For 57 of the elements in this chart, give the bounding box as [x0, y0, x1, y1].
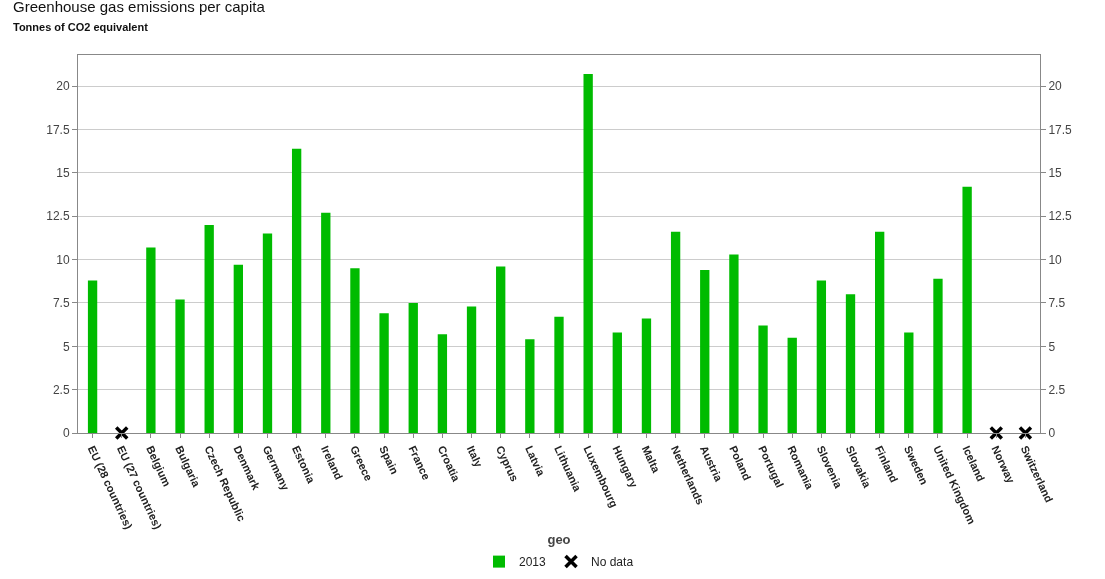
y-tick-label: 20	[56, 79, 70, 94]
y-tick-label: 15	[56, 166, 70, 181]
bar	[408, 302, 418, 433]
bar	[291, 148, 302, 433]
y-tick-label: 5	[62, 339, 70, 354]
y2-tick-label: 12.5	[1048, 209, 1073, 224]
y2-tick-label: 15	[1048, 166, 1063, 181]
bar	[670, 231, 681, 433]
x-axis-title: geo	[547, 531, 571, 547]
y2-tick-label: 20	[1048, 79, 1063, 94]
bar	[175, 299, 185, 433]
bar	[700, 270, 710, 433]
bar	[525, 339, 535, 433]
bar	[612, 332, 622, 433]
y-tick-label: 12.5	[46, 209, 70, 224]
bar	[758, 325, 768, 433]
bar	[962, 186, 972, 433]
bar	[787, 337, 797, 433]
bar	[379, 313, 389, 433]
bar	[875, 231, 885, 433]
bar	[321, 212, 331, 433]
bar	[233, 264, 243, 433]
bar	[845, 294, 856, 433]
bar	[933, 278, 943, 433]
bar	[466, 306, 477, 433]
bar	[904, 332, 914, 433]
bar	[146, 247, 156, 433]
chart-title: Greenhouse gas emissions per capita	[13, 0, 266, 15]
y2-tick-label: 17.5	[1048, 122, 1073, 137]
chart-subtitle: Tonnes of CO2 equivalent	[13, 21, 149, 33]
legend-label: No data	[591, 555, 634, 570]
x-tick-label: Spain	[377, 443, 401, 477]
bar	[350, 268, 360, 433]
y2-tick-label: 5	[1048, 339, 1056, 354]
bar	[496, 266, 506, 433]
bar	[816, 280, 827, 433]
bar	[641, 318, 652, 433]
y-tick-label: 7.5	[52, 296, 70, 311]
bar	[87, 280, 98, 433]
x-tick-label: Latvia	[523, 443, 548, 479]
y-tick-label: 10	[56, 252, 70, 267]
y2-tick-label: 0	[1048, 426, 1056, 441]
bar	[262, 233, 273, 433]
y2-tick-label: 2.5	[1048, 382, 1066, 397]
y-tick-label: 2.5	[52, 382, 70, 397]
bar	[437, 334, 448, 433]
x-tick-label: Italy	[464, 443, 486, 470]
bar	[204, 224, 214, 433]
bar	[554, 316, 564, 433]
y2-tick-label: 7.5	[1048, 296, 1066, 311]
bar	[583, 74, 593, 433]
legend-label: 2013	[519, 555, 547, 570]
y2-tick-label: 10	[1048, 252, 1063, 267]
y-tick-label: 17.5	[46, 122, 70, 137]
y-tick-label: 0	[62, 426, 70, 441]
bar	[729, 254, 739, 433]
x-tick-label: Malta	[639, 443, 663, 476]
